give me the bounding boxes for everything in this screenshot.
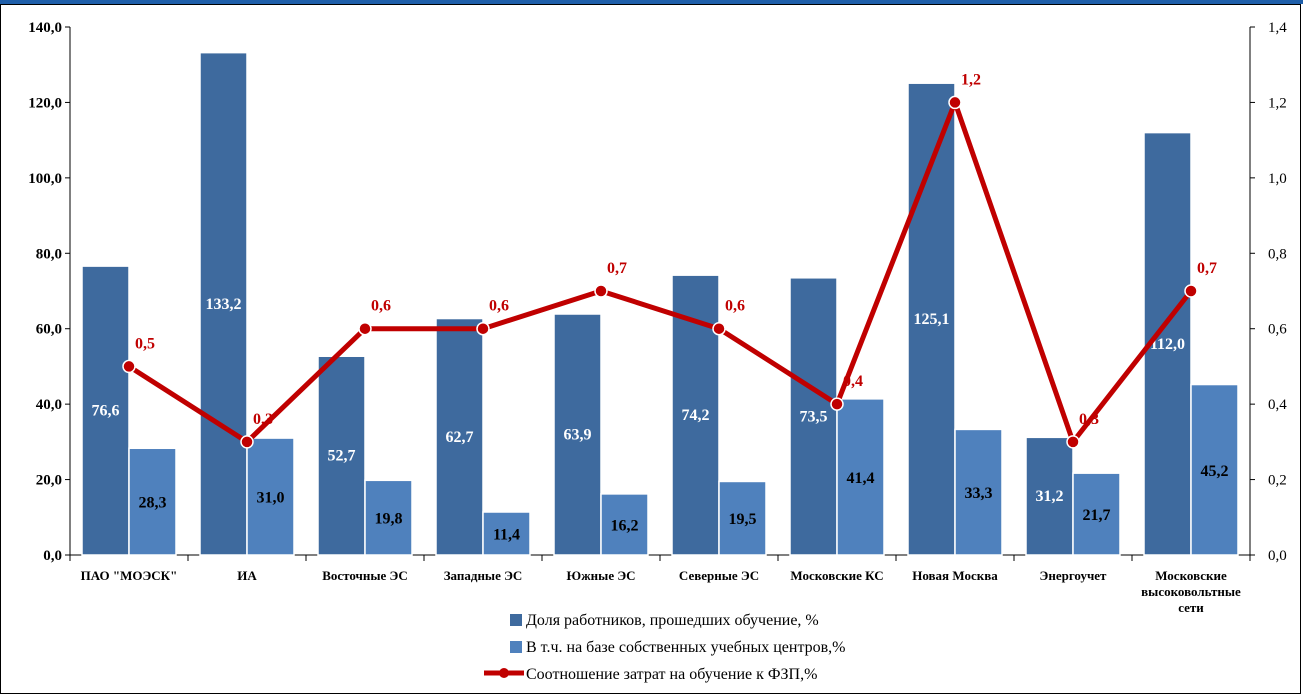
chart-frame (0, 4, 1301, 694)
bar-own-centers (1072, 472, 1121, 556)
line-cost-ratio-point (476, 321, 490, 336)
y-right-tick-label: 1,4 (1268, 20, 1287, 36)
bar-trained-share-label: 112,0 (1150, 336, 1185, 353)
x-category-label: сети (1178, 600, 1204, 615)
bar-own-centers-label: 19,8 (375, 511, 403, 528)
y-right-tick-label: 0,2 (1268, 473, 1287, 489)
bar-trained-share-label: 31,2 (1036, 488, 1064, 505)
x-category-label: ИА (237, 568, 257, 583)
bar-own-centers (600, 493, 649, 556)
line-cost-ratio-point (712, 321, 726, 336)
legend-label-own-centers: В т.ч. на базе собственных учебных центр… (526, 639, 846, 656)
x-category-label: Западные ЭС (444, 568, 523, 583)
line-cost-ratio-point (594, 284, 608, 298)
y-right-tick-label: 0,4 (1268, 397, 1287, 413)
bar-trained-share-label: 133,2 (206, 296, 242, 313)
bar-own-centers-label: 11,4 (493, 527, 520, 544)
bar-own-centers-label: 45,2 (1201, 463, 1229, 480)
line-cost-ratio-label: 0,6 (371, 298, 391, 315)
bar-trained-share (789, 277, 838, 556)
y-left-tick-label: 0,0 (43, 548, 62, 564)
line-cost-ratio (127, 99, 1193, 445)
bar-own-centers-label: 16,2 (611, 517, 639, 534)
y-right-tick-label: 1,2 (1268, 95, 1287, 111)
bar-trained-share (553, 313, 602, 556)
y-left-tick-label: 20,0 (36, 473, 62, 489)
bar-trained-share-label: 73,5 (800, 408, 828, 425)
y-right-tick-label: 0,6 (1268, 322, 1287, 338)
y-right-tick-label: 0,0 (1268, 548, 1287, 564)
legend-swatch-cost-ratio-marker (499, 668, 509, 678)
y-left-tick-label: 120,0 (28, 95, 62, 111)
line-cost-ratio-label: 0,4 (843, 373, 863, 390)
x-category-label: Московские (1155, 568, 1227, 583)
bar-own-centers (836, 398, 885, 556)
line-cost-ratio-label: 0,5 (135, 335, 155, 352)
bar-own-centers-label: 41,4 (847, 470, 875, 487)
bar-own-centers (246, 437, 295, 556)
x-category-label: Северные ЭС (679, 568, 759, 583)
bar-own-centers-label: 28,3 (139, 495, 167, 512)
bar-trained-share-label: 76,6 (92, 403, 120, 420)
bar-trained-share (199, 51, 248, 556)
line-cost-ratio-point (830, 397, 844, 411)
bar-own-centers (128, 447, 177, 556)
top-accent-rule (0, 0, 1303, 4)
y-left-tick-label: 40,0 (36, 397, 62, 413)
bar-trained-share (435, 317, 484, 556)
line-cost-ratio-point (1066, 435, 1080, 449)
bar-trained-share-label: 63,9 (564, 427, 592, 444)
bar-own-centers (1190, 383, 1239, 556)
bar-trained-share (317, 355, 366, 556)
line-cost-ratio-point (240, 435, 254, 449)
line-cost-ratio-point (122, 359, 136, 374)
line-cost-ratio-point (948, 95, 962, 110)
bar-own-centers (482, 511, 531, 556)
bar-own-centers-label: 31,0 (257, 490, 285, 507)
x-category-label: Московские КС (790, 568, 883, 583)
y-left-tick-label: 100,0 (28, 171, 62, 187)
bar-trained-share-label: 125,1 (914, 311, 950, 328)
bar-own-centers (718, 480, 767, 556)
line-cost-ratio-point (1184, 284, 1198, 298)
legend-swatch-trained-share (510, 614, 522, 626)
line-cost-ratio-label: 0,7 (607, 260, 627, 277)
line-cost-ratio-label: 0,6 (725, 298, 745, 315)
line-cost-ratio-point (358, 321, 372, 336)
line-cost-ratio-label: 0,6 (489, 298, 509, 315)
x-category-label: ПАО "МОЭСК" (81, 568, 178, 583)
bar-own-centers-label: 33,3 (965, 485, 993, 502)
bar-trained-share-label: 62,7 (446, 429, 474, 446)
line-cost-ratio-label: 0,7 (1197, 260, 1217, 277)
x-category-label: Южные ЭС (566, 568, 635, 583)
bar-own-centers-label: 19,5 (729, 511, 757, 528)
y-right-tick-label: 1,0 (1268, 171, 1287, 187)
y-left-tick-label: 140,0 (28, 20, 62, 36)
y-right-tick-label: 0,8 (1268, 246, 1287, 262)
legend-swatch-own-centers (510, 641, 522, 653)
line-cost-ratio-label: 0,3 (1079, 411, 1099, 428)
bar-trained-share (81, 265, 130, 556)
y-left-tick-label: 60,0 (36, 322, 62, 338)
bar-own-centers-label: 21,7 (1083, 507, 1111, 524)
line-cost-ratio-label: 1,2 (961, 71, 981, 88)
x-category-label: высоковольтные (1141, 584, 1241, 599)
y-left-tick-label: 80,0 (36, 246, 62, 262)
bar-own-centers (364, 479, 413, 556)
bar-trained-share-label: 74,2 (682, 407, 710, 424)
legend-label-trained-share: Доля работников, прошедших обучение, % (526, 612, 819, 629)
legend-label-cost-ratio: Соотношение затрат на обучение к ФЗП,% (526, 666, 817, 683)
x-category-label: Энергоучет (1040, 568, 1107, 583)
x-category-label: Восточные ЭС (322, 568, 408, 583)
line-cost-ratio-label: 0,3 (253, 411, 273, 428)
bar-own-centers (954, 428, 1003, 556)
bar-trained-share-label: 52,7 (328, 448, 356, 465)
x-category-label: Новая Москва (912, 568, 998, 583)
